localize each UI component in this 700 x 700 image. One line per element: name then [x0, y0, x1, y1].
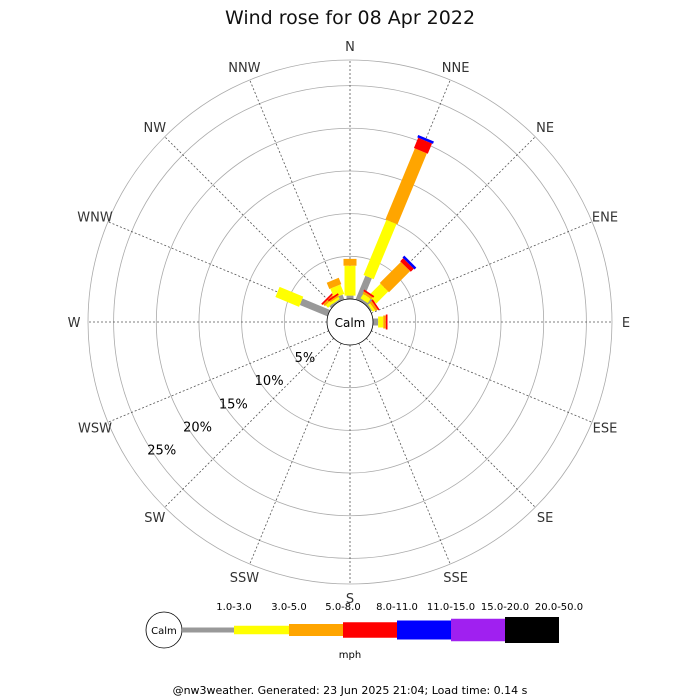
legend-unit-label: mph	[339, 650, 361, 661]
legend-swatch-11.0-15.0	[397, 620, 451, 640]
legend-swatch-1.0-3.0	[182, 627, 234, 633]
grid-ring-outer	[87, 59, 613, 585]
legend-label-20.0-50.0: 20.0-50.0	[535, 602, 583, 613]
ring-label-20: 20%	[183, 421, 212, 436]
direction-label-w: W	[68, 316, 81, 331]
wind-bars	[275, 135, 434, 330]
bar-nw-8.0-11.0	[321, 293, 334, 306]
direction-label-wnw: WNW	[77, 210, 113, 225]
bar-ne-5.0-8.0	[379, 261, 411, 293]
spoke-ese	[371, 330, 593, 423]
spoke-nw	[164, 136, 335, 307]
bar-ne-5.0-8.0	[369, 301, 378, 312]
direction-label-ese: ESE	[593, 422, 618, 437]
legend-swatch-15.0-20.0	[451, 618, 505, 642]
bar-nnw-1.0-3.0	[336, 294, 345, 303]
spoke-sse	[358, 343, 451, 565]
bar-nw-1.0-3.0	[329, 301, 337, 309]
calm-center: Calm	[326, 298, 374, 346]
direction-label-e: E	[622, 316, 630, 331]
direction-label-wsw: WSW	[78, 422, 112, 437]
legend-label-8.0-11.0: 8.0-11.0	[376, 602, 418, 613]
bar-nne-8.0-11.0	[413, 137, 433, 154]
bar-ne-3.0-5.0	[368, 303, 376, 312]
direction-label-sse: SSE	[443, 571, 468, 586]
direction-label-nnw: NNW	[228, 61, 260, 76]
bar-nw-5.0-8.0	[329, 295, 340, 303]
bar-nnw-5.0-8.0	[326, 277, 342, 290]
ring-label-25: 25%	[147, 444, 176, 459]
bar-nw-8.0-11.0	[327, 293, 339, 302]
bar-ne-11.0-15.0	[402, 255, 417, 270]
grid-ring-5	[283, 255, 417, 389]
grid-ring-20	[155, 127, 545, 517]
ring-labels: 5% 10% 15% 20% 25%	[147, 351, 315, 459]
bar-wnw-3.0-5.0	[275, 286, 304, 307]
spoke-se	[365, 337, 536, 508]
bar-ne-1.0-3.0	[363, 297, 375, 309]
ring-label-10: 10%	[255, 374, 284, 389]
bar-nne-3.0-5.0	[360, 293, 371, 304]
direction-label-n: N	[345, 40, 355, 55]
bar-nne-5.0-8.0	[385, 148, 427, 225]
bar-ne-3.0-5.0	[368, 283, 389, 304]
direction-label-ene: ENE	[592, 210, 618, 225]
bar-nw-3.0-5.0	[325, 297, 336, 308]
bar-ne-8.0-11.0	[400, 258, 414, 272]
legend-calm-label: Calm	[151, 626, 177, 637]
direction-label-ssw: SSW	[230, 571, 260, 586]
legend-label-3.0-5.0: 3.0-5.0	[271, 602, 306, 613]
calm-label: Calm	[335, 316, 366, 330]
bar-nne-1.0-3.0	[360, 299, 367, 305]
legend-swatch-20.0-50.0	[505, 617, 559, 643]
direction-label-nw: NW	[144, 121, 167, 136]
chart-title: Wind rose for 08 Apr 2022	[225, 7, 475, 29]
legend-swatch-5.0-8.0	[289, 624, 343, 636]
spoke-nnw	[249, 79, 342, 301]
direction-label-sw: SW	[144, 511, 165, 526]
ring-label-15: 15%	[219, 397, 248, 412]
legend-label-1.0-3.0: 1.0-3.0	[216, 602, 251, 613]
bar-nne-8.0-11.0	[363, 289, 375, 298]
footer-text: @nw3weather. Generated: 23 Jun 2025 21:0…	[173, 684, 528, 697]
bar-nne-3.0-5.0	[363, 219, 397, 280]
calm-circle	[326, 298, 374, 346]
speed-legend: Calm mph 1.0-3.0 3.0-5.0 5.0-8.0 8.0-11.0 11…	[145, 602, 583, 661]
legend-swatch-8.0-11.0	[343, 622, 397, 638]
direction-label-nne: NNE	[442, 61, 470, 76]
direction-label-ne: NE	[536, 121, 554, 136]
legend-label-15.0-20.0: 15.0-20.0	[481, 602, 529, 613]
direction-labels: N NNE NE ENE E ESE SE SSE S SSW SW WSW W WNW NW NNW	[68, 40, 631, 607]
legend-label-5.0-8.0: 5.0-8.0	[325, 602, 360, 613]
bar-nne-5.0-8.0	[362, 291, 373, 300]
bar-nne-11.0-15.0	[417, 135, 434, 144]
bar-nne-1.0-3.0	[355, 275, 372, 303]
ring-label-5: 5%	[295, 351, 316, 366]
bar-wnw-1.0-3.0	[299, 298, 331, 317]
direction-label-se: SE	[537, 511, 553, 526]
legend-swatch-3.0-5.0	[234, 625, 289, 635]
direction-label-s: S	[346, 592, 354, 607]
bar-nw-3.0-5.0	[331, 296, 340, 304]
legend-label-11.0-15.0: 11.0-15.0	[427, 602, 475, 613]
bar-ne-8.0-11.0	[371, 299, 380, 311]
polar-grid	[87, 59, 613, 585]
